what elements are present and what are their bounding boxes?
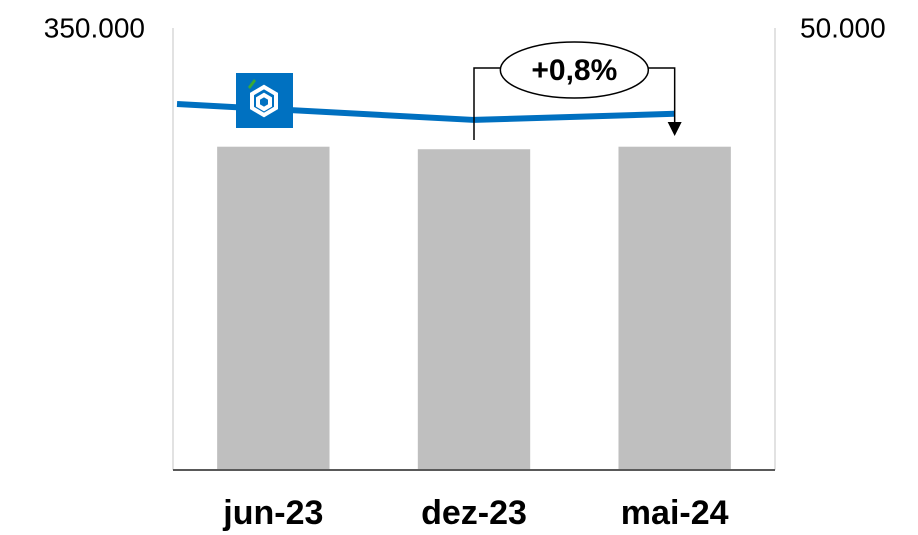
logo	[236, 73, 293, 128]
annotation: +0,8%	[531, 54, 617, 87]
bar	[217, 146, 330, 471]
x-tick-label: dez-23	[421, 494, 527, 532]
y2-tick-label: 50.000	[800, 12, 886, 43]
x-tick-label: jun-23	[222, 494, 323, 532]
logo-mark	[250, 84, 278, 118]
bar	[417, 149, 531, 470]
bar	[618, 146, 731, 471]
annotation-bubble	[499, 41, 650, 99]
y-tick-label: 350.000	[44, 12, 145, 43]
logo-accent	[248, 79, 256, 89]
arrow-head	[667, 122, 682, 136]
x-tick-label: mai-24	[621, 494, 729, 532]
